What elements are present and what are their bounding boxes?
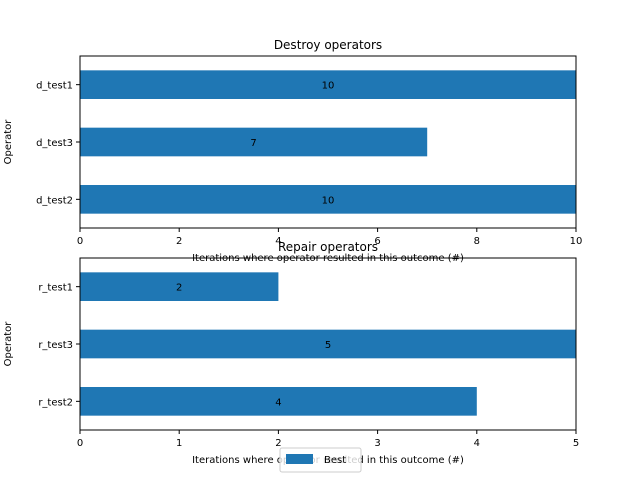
repair-x-tick-label: 3 bbox=[374, 438, 380, 449]
destroy-x-tick-label: 0 bbox=[77, 236, 83, 247]
repair-bar-r_test1 bbox=[80, 272, 279, 301]
repair-y-tick-label: r_test1 bbox=[38, 283, 73, 294]
destroy-y-axis-label: Operator bbox=[3, 119, 14, 165]
destroy-x-tick-label: 8 bbox=[474, 236, 480, 247]
repair-x-ticks: 0 1 2 3 4 5 bbox=[77, 430, 579, 449]
legend-label-best: Best bbox=[324, 455, 346, 466]
repair-bar-value-r_test2: 4 bbox=[275, 397, 281, 408]
destroy-bar-labels: 10 7 10 bbox=[250, 81, 334, 207]
destroy-bar-d_test2 bbox=[80, 185, 576, 214]
destroy-bar-d_test1 bbox=[80, 70, 576, 99]
repair-chart-title: Repair operators bbox=[278, 240, 378, 254]
destroy-bar-value-d_test2: 10 bbox=[322, 195, 335, 206]
repair-x-tick-label: 2 bbox=[275, 438, 281, 449]
destroy-x-ticks: 0 2 4 6 8 10 bbox=[77, 228, 583, 247]
repair-y-tick-label: r_test3 bbox=[38, 340, 73, 351]
destroy-y-tick-label: d_test2 bbox=[36, 195, 73, 206]
destroy-y-tick-label: d_test3 bbox=[36, 138, 73, 149]
destroy-chart-title: Destroy operators bbox=[274, 38, 382, 52]
repair-x-tick-label: 1 bbox=[176, 438, 182, 449]
repair-bar-value-r_test3: 5 bbox=[325, 340, 331, 351]
destroy-x-tick-label: 4 bbox=[275, 236, 281, 247]
destroy-bar-value-d_test3: 7 bbox=[250, 138, 256, 149]
destroy-y-ticks: d_test1 d_test3 d_test2 bbox=[36, 81, 80, 206]
repair-x-tick-label: 5 bbox=[573, 438, 579, 449]
repair-x-tick-label: 0 bbox=[77, 438, 83, 449]
destroy-x-tick-label: 6 bbox=[374, 236, 380, 247]
destroy-bar-d_test3 bbox=[80, 127, 428, 157]
repair-y-ticks: r_test1 r_test3 r_test2 bbox=[38, 283, 80, 408]
legend-swatch-best bbox=[286, 454, 313, 464]
repair-y-axis-label: Operator bbox=[3, 321, 14, 367]
repair-bar-r_test2 bbox=[80, 387, 477, 416]
destroy-bar-value-d_test1: 10 bbox=[322, 81, 335, 92]
destroy-x-tick-label: 10 bbox=[570, 236, 583, 247]
repair-bar-r_test3 bbox=[80, 329, 576, 359]
repair-bar-value-r_test1: 2 bbox=[176, 283, 182, 294]
repair-x-tick-label: 4 bbox=[474, 438, 480, 449]
destroy-x-tick-label: 2 bbox=[176, 236, 182, 247]
repair-y-tick-label: r_test2 bbox=[38, 397, 73, 408]
destroy-y-tick-label: d_test1 bbox=[36, 81, 73, 92]
repair-bars bbox=[80, 272, 576, 416]
destroy-bars bbox=[80, 70, 576, 214]
repair-bar-labels: 2 5 4 bbox=[176, 283, 331, 409]
legend: Best bbox=[279, 447, 362, 473]
